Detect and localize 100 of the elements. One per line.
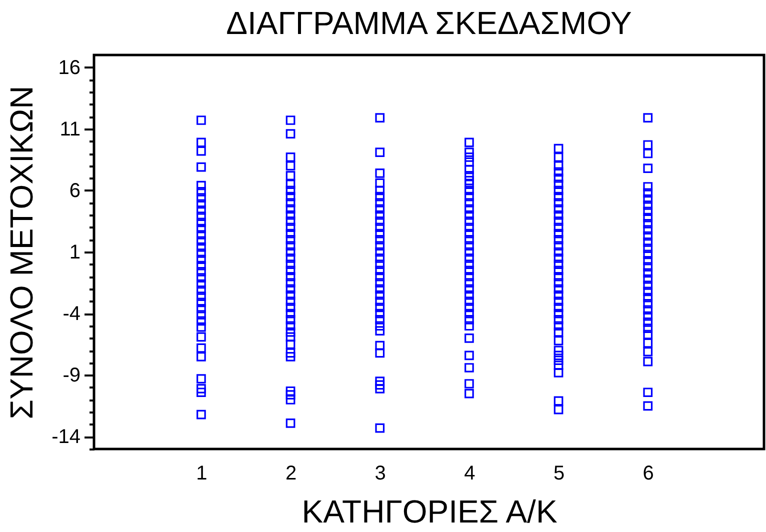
point	[464, 204, 474, 214]
point	[554, 235, 564, 244]
point	[286, 192, 296, 202]
point	[196, 230, 206, 240]
point	[464, 272, 474, 282]
point	[375, 284, 385, 294]
point	[286, 253, 296, 263]
point	[286, 278, 296, 288]
point	[554, 360, 564, 370]
point	[643, 280, 653, 290]
point	[286, 296, 296, 306]
point	[286, 260, 296, 269]
point	[643, 231, 653, 241]
point	[375, 326, 385, 336]
point	[286, 332, 296, 342]
point	[464, 308, 474, 318]
point	[286, 266, 296, 276]
point	[643, 219, 653, 228]
point	[554, 198, 564, 208]
point	[286, 315, 296, 324]
point	[196, 146, 206, 156]
point	[464, 148, 474, 157]
point	[464, 164, 474, 174]
point	[554, 356, 564, 366]
point	[286, 210, 296, 220]
point	[196, 193, 206, 202]
point	[196, 384, 206, 394]
point	[375, 210, 385, 220]
point	[464, 198, 474, 208]
point	[375, 260, 385, 269]
x-tick-label: 4	[464, 462, 476, 484]
point	[286, 129, 296, 138]
y-tick-label: 6	[69, 180, 80, 202]
point	[375, 168, 385, 178]
point	[643, 388, 653, 398]
point	[286, 235, 296, 244]
point	[554, 321, 564, 331]
point	[554, 278, 564, 288]
point	[375, 272, 385, 282]
point	[643, 182, 653, 192]
point	[286, 284, 296, 294]
point	[196, 212, 206, 221]
y-tick-label: -4	[62, 303, 80, 326]
point	[375, 198, 385, 208]
point	[375, 186, 385, 196]
point	[643, 305, 653, 315]
point	[464, 321, 474, 331]
point	[643, 225, 653, 235]
point	[286, 198, 296, 208]
point	[196, 388, 206, 398]
point	[464, 180, 474, 189]
x-axis-title: ΚΑΤΗΓΟΡΙΕΣ Α/Κ	[302, 494, 558, 530]
x-tick-label: 6	[642, 462, 654, 484]
point	[286, 302, 296, 312]
point	[643, 164, 653, 173]
point	[375, 216, 385, 226]
point	[643, 206, 653, 216]
point	[643, 286, 653, 296]
point	[286, 161, 296, 170]
point	[375, 302, 385, 312]
point	[375, 376, 385, 386]
point	[196, 298, 206, 308]
point	[643, 268, 653, 278]
point	[196, 260, 206, 270]
point	[196, 224, 206, 234]
point	[643, 148, 653, 158]
point	[196, 248, 206, 258]
point	[286, 390, 296, 400]
point	[286, 327, 296, 337]
point	[375, 321, 385, 331]
point	[554, 290, 564, 300]
point	[464, 241, 474, 251]
point	[196, 310, 206, 320]
point	[286, 308, 296, 318]
point	[554, 396, 564, 406]
point	[554, 404, 564, 414]
point	[375, 340, 385, 350]
y-tick-label: 11	[60, 118, 80, 140]
point	[554, 216, 564, 226]
point	[375, 266, 385, 276]
point	[375, 113, 385, 122]
point	[554, 144, 564, 154]
y-tick-label: -14	[52, 426, 80, 448]
x-tick-label: 5	[553, 462, 565, 484]
point	[643, 237, 653, 247]
point	[286, 352, 296, 362]
point	[464, 222, 474, 232]
point	[196, 332, 206, 342]
point	[554, 315, 564, 324]
point	[375, 204, 385, 214]
point	[643, 356, 653, 366]
point	[375, 423, 385, 433]
x-tick-label: 3	[374, 462, 386, 484]
point	[464, 186, 474, 196]
point	[375, 228, 385, 238]
point	[375, 178, 385, 188]
point	[286, 116, 296, 125]
point	[554, 180, 564, 189]
point	[554, 327, 564, 337]
point	[196, 273, 206, 283]
